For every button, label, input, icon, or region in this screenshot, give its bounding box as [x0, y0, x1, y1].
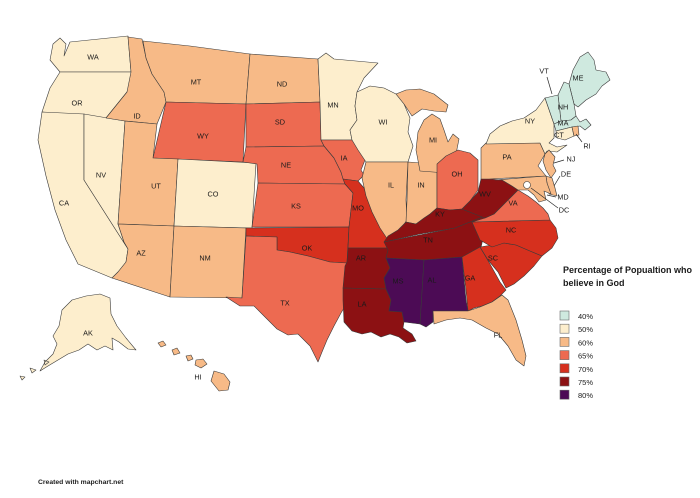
state-ny[interactable] — [485, 97, 568, 155]
callout-line-ri — [575, 133, 583, 143]
state-ar[interactable] — [342, 247, 391, 290]
state-sd[interactable] — [245, 101, 325, 148]
states-layer — [19, 35, 611, 392]
legend-swatch-70 — [559, 363, 570, 374]
callout-line-vt — [546, 76, 553, 95]
state-label-ri: RI — [583, 142, 590, 151]
legend-swatch-75 — [559, 376, 570, 387]
state-label-nj: NJ — [567, 155, 576, 164]
state-nd[interactable] — [245, 53, 321, 105]
legend-swatch-65 — [559, 350, 570, 360]
state-dc[interactable] — [523, 181, 531, 189]
state-nm[interactable] — [169, 225, 247, 299]
state-co[interactable] — [173, 158, 257, 229]
legend-swatch-60 — [559, 337, 570, 347]
state-mi[interactable] — [395, 88, 460, 174]
callout-line-md — [546, 194, 557, 198]
state-tx[interactable] — [225, 235, 348, 363]
state-label-md: MD — [557, 193, 568, 202]
callout-line-dc — [530, 187, 559, 209]
legend-label-60: 60% — [578, 338, 593, 347]
legend-label-50: 50% — [578, 325, 593, 334]
legend-title-line2: believe in God — [563, 278, 625, 288]
state-ri[interactable] — [571, 125, 580, 137]
state-nj[interactable] — [542, 149, 557, 179]
legend: 40% 50% 60% 65% 70% 75% 80% — [559, 310, 593, 400]
callout-line-nj — [553, 159, 565, 164]
legend-label-40: 40% — [578, 312, 593, 321]
legend-swatch-50 — [559, 323, 570, 334]
attribution: Created with mapchart.net — [38, 479, 124, 486]
state-wy[interactable] — [152, 101, 247, 163]
legend-label-65: 65% — [578, 352, 593, 361]
callout-lines-layer — [530, 76, 583, 209]
state-fl[interactable] — [432, 294, 527, 367]
legend-swatch-40 — [559, 310, 570, 321]
state-ak[interactable] — [19, 293, 137, 381]
state-me[interactable] — [568, 51, 611, 108]
state-label-vt: VT — [539, 67, 549, 76]
state-label-dc: DC — [559, 206, 570, 215]
legend-label-70: 70% — [578, 365, 593, 374]
state-wa[interactable] — [49, 35, 132, 73]
state-nc[interactable] — [471, 219, 559, 257]
legend-swatch-80 — [559, 389, 570, 400]
state-label-de: DE — [561, 170, 571, 179]
state-ct[interactable] — [555, 126, 575, 141]
state-il[interactable] — [361, 161, 409, 241]
legend-title-line1: Percentage of Popualtion who — [563, 265, 693, 275]
state-wi[interactable] — [349, 85, 414, 163]
state-pa[interactable] — [480, 142, 547, 180]
state-ks[interactable] — [251, 182, 354, 228]
callout-line-de — [553, 175, 561, 187]
legend-label-80: 80% — [578, 391, 593, 400]
legend-label-75: 75% — [578, 378, 593, 387]
state-hi[interactable] — [157, 340, 231, 392]
state-ky[interactable] — [383, 207, 486, 243]
state-label-hi: HI — [194, 373, 201, 382]
state-md[interactable] — [494, 175, 552, 203]
